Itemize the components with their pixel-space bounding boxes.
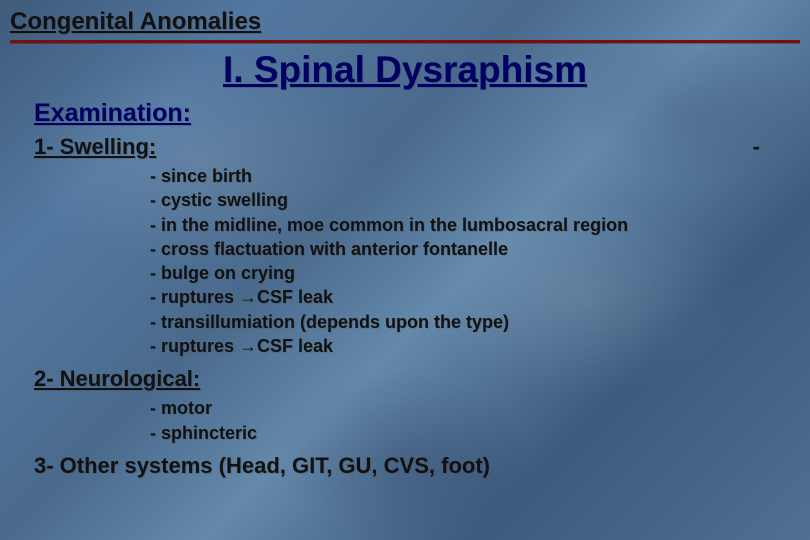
list-item: - since birth <box>150 164 810 188</box>
subheading-swelling-row: 1- Swelling: - <box>0 134 810 160</box>
neuro-bullets: - motor - sphincteric <box>0 396 810 445</box>
list-item: - sphincteric <box>150 421 810 445</box>
list-item: - transillumiation (depends upon the typ… <box>150 310 810 334</box>
list-item: - motor <box>150 396 810 420</box>
section-examination: Examination: <box>0 99 810 128</box>
list-item: - cross flactuation with anterior fontan… <box>150 237 810 261</box>
slide-content: Congenital Anomalies I. Spinal Dysraphis… <box>0 0 810 479</box>
slide-container: Congenital Anomalies I. Spinal Dysraphis… <box>0 0 810 540</box>
list-item: - in the midline, moe common in the lumb… <box>150 213 810 237</box>
swelling-bullets: - since birth - cystic swelling - in the… <box>0 164 810 358</box>
subheading-swelling: 1- Swelling: <box>34 134 156 160</box>
slide-title: I. Spinal Dysraphism <box>0 49 810 91</box>
list-item: - bulge on crying <box>150 261 810 285</box>
trailing-dash: - <box>753 134 760 160</box>
list-item: - ruptures →CSF leak <box>150 285 810 309</box>
subheading-other-systems: 3- Other systems (Head, GIT, GU, CVS, fo… <box>0 453 810 479</box>
slide-header: Congenital Anomalies <box>0 8 810 36</box>
list-item: - ruptures →CSF leak <box>150 334 810 358</box>
header-rule <box>10 40 800 43</box>
list-item: - cystic swelling <box>150 188 810 212</box>
subheading-neurological: 2- Neurological: <box>0 366 810 392</box>
